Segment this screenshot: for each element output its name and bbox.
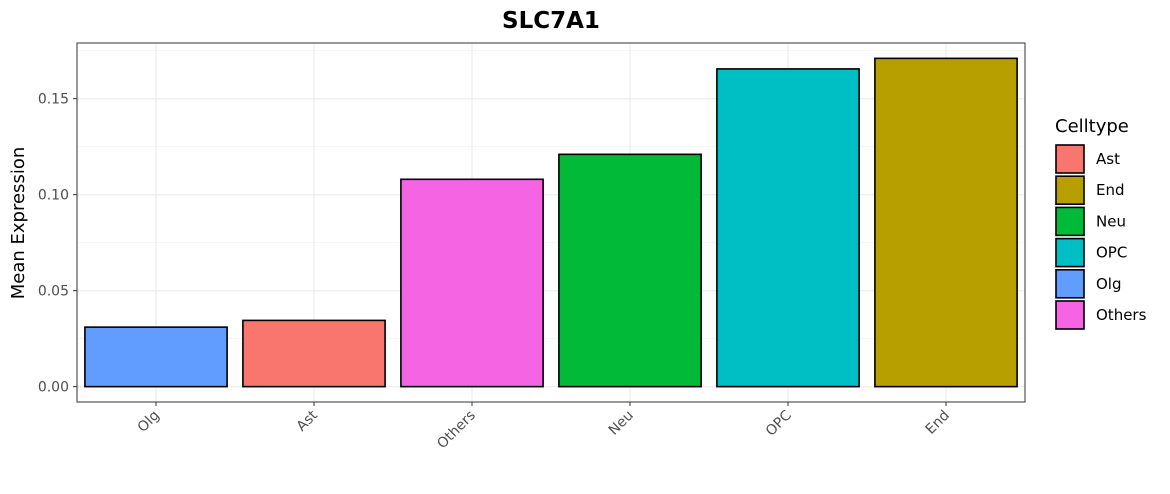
x-axis-ticks: Olg Ast Others Neu OPC End: [135, 402, 953, 452]
legend-key-neu: [1055, 206, 1085, 237]
x-tick-label: Ast: [294, 407, 321, 434]
bar-opc: [716, 68, 860, 388]
chart-title: SLC7A1: [502, 8, 600, 34]
legend-label: OPC: [1096, 244, 1127, 262]
legend-key-opc: [1055, 237, 1085, 268]
legend-key-ast: [1055, 144, 1085, 174]
x-tick-label: End: [923, 408, 953, 438]
y-tick-label: 0.10: [38, 188, 69, 204]
legend-key-end: [1055, 175, 1085, 205]
y-axis-ticks: 0.00 0.05 0.10 0.15: [38, 92, 77, 396]
y-tick-label: 0.15: [38, 92, 69, 108]
y-axis-title: Mean Expression: [8, 147, 29, 299]
bar-ast: [242, 319, 386, 388]
bar-olg: [84, 326, 228, 388]
legend-label: Olg: [1096, 275, 1122, 293]
legend-label: Ast: [1096, 150, 1120, 168]
plot-panel-border: [76, 42, 1026, 403]
x-tick-label: Others: [434, 408, 479, 453]
legend-title: Celltype: [1055, 116, 1129, 137]
x-tick-label: Neu: [606, 408, 637, 439]
bar-others: [400, 178, 544, 388]
y-tick-label: 0.05: [38, 284, 69, 300]
bars: [84, 57, 1018, 388]
legend: Celltype Ast End Neu OPC Olg Others: [1055, 116, 1147, 330]
legend-label: Others: [1096, 306, 1147, 324]
legend-label: Neu: [1096, 212, 1126, 230]
legend-label: End: [1096, 181, 1125, 199]
x-tick-label: OPC: [763, 407, 795, 439]
legend-key-others: [1055, 300, 1085, 330]
bar-neu: [558, 153, 702, 388]
legend-key-olg: [1055, 268, 1085, 299]
x-tick-label: Olg: [135, 408, 163, 436]
y-tick-label: 0.00: [38, 380, 69, 396]
bar-end: [874, 57, 1018, 388]
